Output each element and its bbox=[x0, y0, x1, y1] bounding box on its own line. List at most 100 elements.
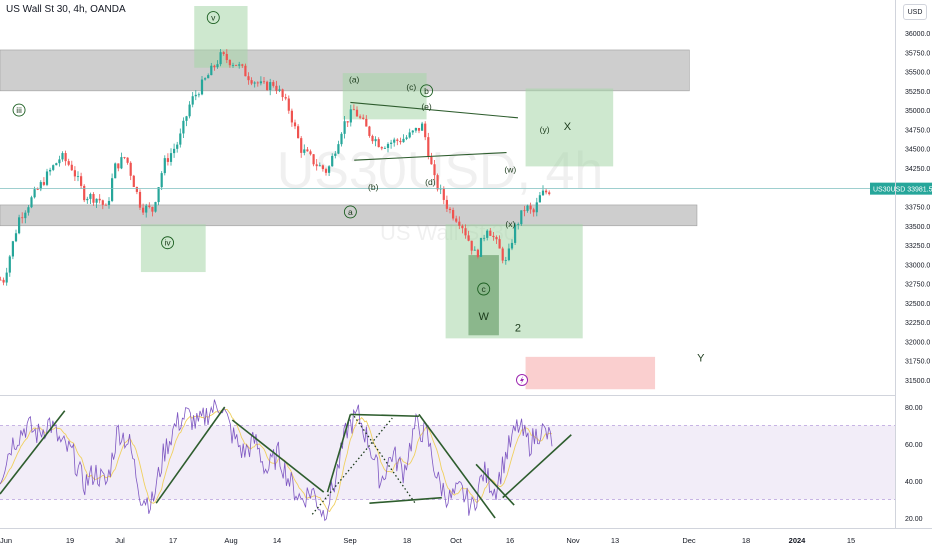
candle-body bbox=[386, 143, 390, 148]
price-tick-label: 31750.0 bbox=[905, 359, 930, 366]
price-tick-label: 36000.0 bbox=[905, 31, 930, 38]
candle-body bbox=[259, 81, 262, 84]
candle-body bbox=[374, 139, 377, 142]
candle-body bbox=[421, 123, 424, 131]
candle-body bbox=[368, 126, 371, 136]
candle-body bbox=[30, 197, 33, 208]
candle-body bbox=[36, 189, 39, 190]
candle-body bbox=[39, 182, 42, 190]
candle-body bbox=[33, 189, 36, 198]
rsi-dotted-line-1[interactable] bbox=[353, 415, 416, 504]
rsi-trendline-6[interactable] bbox=[418, 413, 496, 519]
rsi-trendline-3[interactable] bbox=[326, 414, 352, 493]
candle-body bbox=[151, 206, 154, 212]
candle-body bbox=[520, 210, 523, 225]
candle-body bbox=[545, 190, 548, 193]
rsi-trendline-7[interactable] bbox=[475, 463, 515, 506]
candle-body bbox=[250, 80, 253, 84]
candle-body bbox=[352, 109, 355, 111]
candle-body bbox=[495, 237, 498, 240]
candle-body bbox=[504, 260, 507, 261]
candle-body bbox=[8, 256, 11, 273]
zone-gray-1[interactable] bbox=[0, 204, 698, 227]
last-price-badge bbox=[870, 182, 932, 195]
candle-body bbox=[111, 178, 114, 201]
candle-body bbox=[138, 191, 142, 208]
time-tick-label: 16 bbox=[506, 536, 514, 545]
rsi-trendline-5[interactable] bbox=[369, 496, 442, 504]
rsi-trendline-4[interactable] bbox=[350, 413, 419, 418]
rsi-tick-label: 20.00 bbox=[905, 516, 923, 523]
rsi-trendline-1[interactable] bbox=[155, 406, 226, 504]
candle-body bbox=[464, 228, 467, 236]
wave-label-14: c bbox=[482, 284, 487, 294]
candle-body bbox=[455, 218, 458, 222]
candle-body bbox=[405, 137, 408, 139]
rsi-trendline-8[interactable] bbox=[502, 434, 572, 499]
wave-label-16: 2 bbox=[515, 322, 521, 334]
candle-body bbox=[216, 64, 219, 68]
candle-body bbox=[548, 192, 551, 195]
candle-body bbox=[166, 158, 169, 162]
candle-body bbox=[458, 221, 461, 226]
time-tick-label: 13 bbox=[611, 536, 619, 545]
wave-label-9: (d) bbox=[425, 177, 436, 187]
candle-body bbox=[179, 133, 182, 145]
time-tick-label: 15 bbox=[847, 536, 855, 545]
price-tick-label: 33250.0 bbox=[905, 243, 930, 250]
zone-red-8[interactable] bbox=[525, 356, 656, 390]
time-tick-label: Oct bbox=[450, 536, 463, 545]
wave-label-15: W bbox=[478, 311, 489, 323]
rsi-trendline-0[interactable] bbox=[0, 410, 66, 495]
currency-button[interactable]: USD bbox=[903, 4, 927, 20]
candle-body bbox=[272, 82, 275, 86]
candle-body bbox=[67, 161, 70, 165]
candle-body bbox=[532, 209, 535, 213]
rsi-trendline-2[interactable] bbox=[231, 419, 325, 493]
candle-body bbox=[433, 164, 436, 176]
candle-body bbox=[383, 147, 386, 149]
zones-layer bbox=[0, 6, 698, 390]
candle-body bbox=[340, 133, 343, 145]
candle-body bbox=[101, 200, 104, 205]
candle-body bbox=[297, 126, 300, 139]
candle-body bbox=[58, 159, 61, 164]
wave-label-circle-14 bbox=[477, 282, 491, 296]
rsi-tick-label: 60.00 bbox=[905, 442, 923, 449]
candle-body bbox=[92, 194, 95, 203]
wave-label-3: (a) bbox=[349, 74, 360, 84]
candle-body bbox=[169, 153, 173, 162]
candle-body bbox=[343, 121, 346, 134]
candle-body bbox=[256, 82, 259, 84]
candle-body bbox=[526, 205, 529, 211]
candle-body bbox=[76, 176, 80, 178]
trendline-0[interactable] bbox=[350, 101, 519, 119]
wave-label-12: (y) bbox=[540, 124, 550, 134]
candle-body bbox=[510, 242, 514, 249]
zone-green-3[interactable] bbox=[140, 224, 206, 273]
candle-body bbox=[448, 208, 452, 210]
time-tick-label: 14 bbox=[273, 536, 281, 545]
wave-label-10: (w) bbox=[504, 164, 516, 174]
candle-body bbox=[312, 154, 315, 165]
time-tick-label: Aug bbox=[224, 536, 237, 545]
time-tick-label: 19 bbox=[66, 536, 74, 545]
candle-body bbox=[362, 117, 365, 119]
candle-body bbox=[24, 212, 27, 219]
candle-body bbox=[427, 137, 430, 157]
candle-body bbox=[501, 248, 504, 261]
wave-label-circle-2 bbox=[161, 236, 175, 250]
candle-body bbox=[377, 139, 380, 148]
candles-layer bbox=[0, 48, 551, 286]
trendline-1[interactable] bbox=[354, 151, 507, 161]
rsi-dotted-line-0[interactable] bbox=[311, 417, 393, 515]
candle-body bbox=[492, 235, 495, 238]
zone-green-5[interactable] bbox=[525, 88, 614, 167]
candle-body bbox=[414, 127, 417, 131]
wave-label-13: X bbox=[564, 121, 572, 133]
candle-body bbox=[21, 217, 24, 219]
candle-body bbox=[359, 116, 362, 118]
wave-label-8: a bbox=[348, 207, 353, 217]
candle-body bbox=[517, 224, 520, 225]
